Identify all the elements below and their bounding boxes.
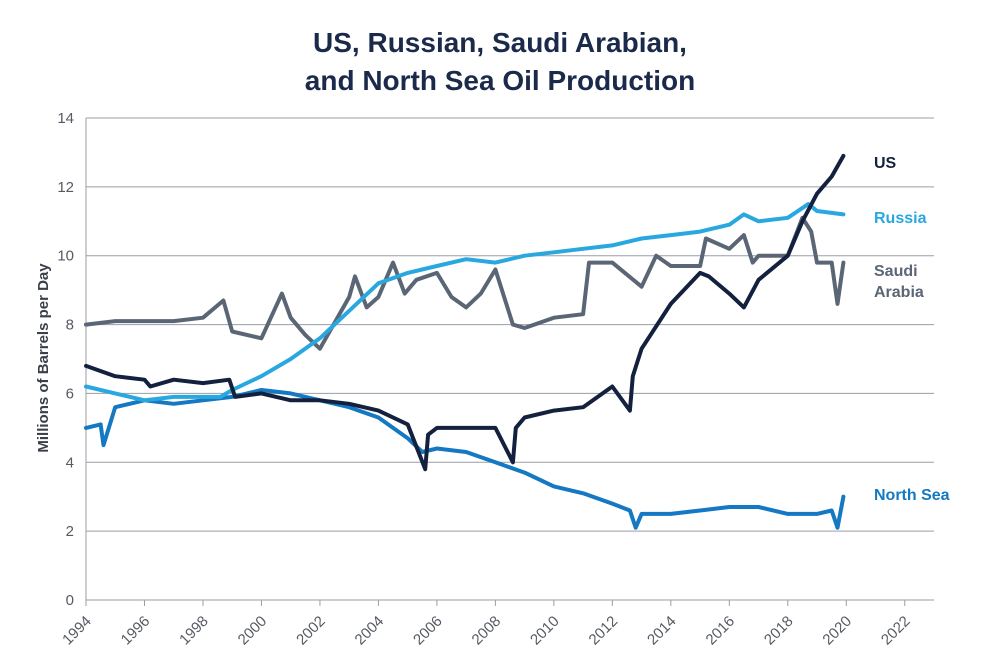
x-tick-label: 1996 xyxy=(118,613,154,649)
series-line-saudi-arabia xyxy=(84,215,846,351)
x-tick-label: 2022 xyxy=(878,613,914,649)
chart-title: US, Russian, Saudi Arabian, and North Se… xyxy=(0,24,1000,100)
series-line-north-sea xyxy=(84,388,846,530)
x-tick-label: 2012 xyxy=(586,613,622,649)
series-label-russia: Russia xyxy=(874,210,927,227)
y-tick-label: 0 xyxy=(66,592,74,609)
x-tick-label: 2004 xyxy=(352,613,388,649)
chart-title-line1: US, Russian, Saudi Arabian, xyxy=(313,27,687,58)
x-tick-label: 2014 xyxy=(644,613,680,649)
series-label-saudi-arabia: Saudi xyxy=(874,263,918,280)
x-tick-label: 2006 xyxy=(410,613,446,649)
y-tick-label: 6 xyxy=(66,385,74,402)
x-tick-label: 1994 xyxy=(59,613,95,649)
x-tick-label: 2010 xyxy=(527,613,563,649)
series-line-russia xyxy=(84,202,846,403)
x-tick-label: 2000 xyxy=(235,613,271,649)
x-tick-label: 2002 xyxy=(293,613,329,649)
series-label-north-sea: North Sea xyxy=(874,487,950,504)
series-line-us xyxy=(84,153,846,472)
series-label-us: US xyxy=(874,155,897,172)
series-lines xyxy=(84,153,846,530)
y-tick-label: 10 xyxy=(57,248,74,265)
x-tick-label: 2020 xyxy=(819,613,855,649)
y-axis: 0 2 4 6 8 10 12 14 xyxy=(57,110,74,609)
y-tick-label: 8 xyxy=(66,317,74,334)
x-tick-label: 2018 xyxy=(761,613,797,649)
x-tick-label: 1998 xyxy=(176,613,212,649)
y-axis-label: Millions of Barrels per Day xyxy=(35,263,52,453)
series-label-saudi-arabia: Arabia xyxy=(874,284,924,301)
grid xyxy=(85,117,934,601)
y-tick-label: 12 xyxy=(57,179,74,196)
y-tick-label: 14 xyxy=(57,110,74,127)
x-axis: 1994 1996 1998 2000 2002 2004 2006 2008 2010 2012… xyxy=(59,600,914,649)
x-tick-label: 2016 xyxy=(703,613,739,649)
chart-title-line2: and North Sea Oil Production xyxy=(304,65,696,96)
y-tick-label: 2 xyxy=(66,523,74,540)
series-labels: US Russia Saudi Arabia North Sea xyxy=(874,155,950,504)
y-tick-label: 4 xyxy=(66,454,74,471)
x-tick-label: 2008 xyxy=(469,613,505,649)
